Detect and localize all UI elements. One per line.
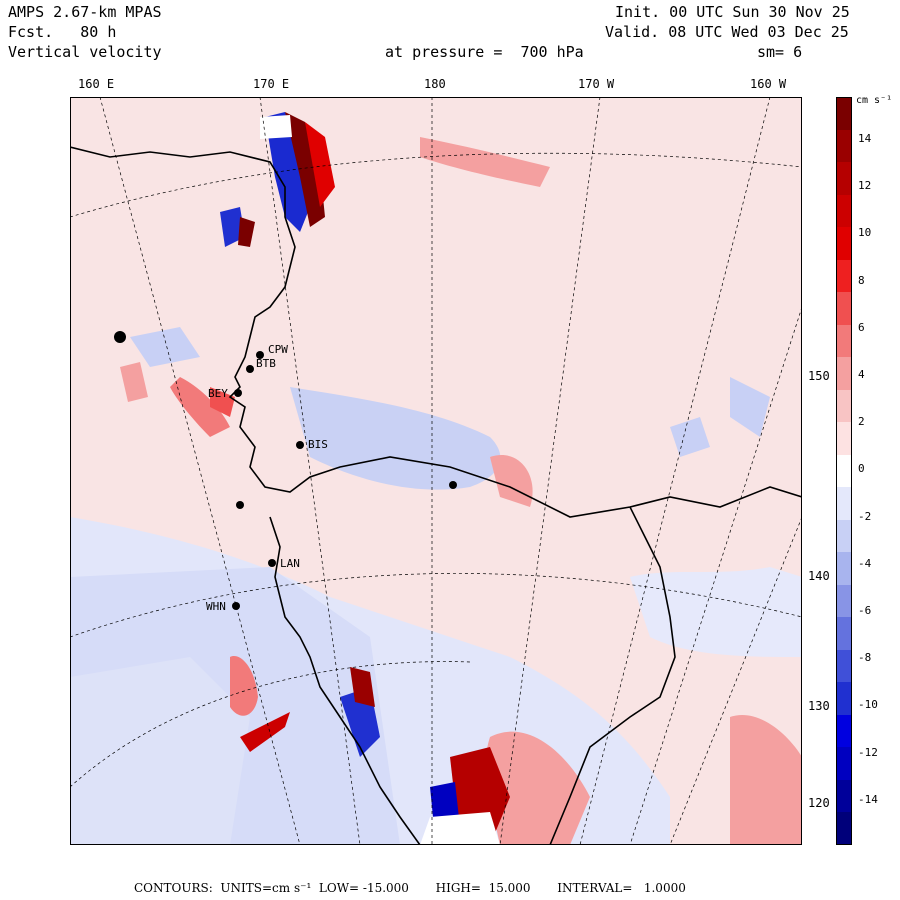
lon-label-170w: 170 W <box>578 77 615 91</box>
colorbar-units: cm s⁻¹ <box>856 95 893 106</box>
colorbar-label: -6 <box>858 604 872 617</box>
station-label-cpw: CPW <box>268 343 288 356</box>
colorbar-label: 12 <box>858 179 872 193</box>
lat-label-150w: 150 W <box>808 369 845 383</box>
lon-label-170e: 170 E <box>253 77 290 91</box>
missing-data-patches <box>260 115 500 845</box>
colorbar-swatch <box>836 714 852 748</box>
colorbar-swatch <box>836 324 852 358</box>
lon-label-160e: 160 E <box>78 77 115 91</box>
colorbar-swatch <box>836 812 852 846</box>
colorbar-swatch <box>836 259 852 293</box>
colorbar-label: 8 <box>858 273 865 287</box>
colorbar-label: -12 <box>858 745 878 759</box>
station-label-whn: WHN <box>206 600 226 613</box>
lat-label-140w: 140 W <box>808 569 845 583</box>
colorbar-swatch <box>836 649 852 683</box>
colorbar-swatch <box>836 357 852 391</box>
lat-label-130w: 130 W <box>808 699 845 713</box>
valid-time: Valid. 08 UTC Wed 03 Dec 25 <box>605 23 849 41</box>
colorbar-swatch <box>836 552 852 586</box>
lon-label-180: 180 <box>424 77 446 91</box>
colorbar-swatch <box>836 487 852 521</box>
colorbar-swatch <box>836 584 852 618</box>
colorbar-swatch <box>836 779 852 813</box>
lon-label-160w: 160 W <box>750 77 787 91</box>
colorbar-label: -2 <box>858 509 872 523</box>
colorbar-swatch <box>836 292 852 326</box>
colorbar-label: -8 <box>858 651 872 665</box>
colorbar-swatch <box>836 227 852 261</box>
smoothing-value: sm= 6 <box>757 43 803 61</box>
colorbar-swatch <box>836 454 852 488</box>
model-title: AMPS 2.67-km MPAS <box>8 3 162 21</box>
colorbar-swatch <box>836 97 852 131</box>
graticule <box>70 97 802 845</box>
field-name: Vertical velocity <box>8 43 162 61</box>
colorbar-swatch <box>836 617 852 651</box>
pressure-level: at pressure = 700 hPa <box>385 43 584 61</box>
station-label-lan: LAN <box>280 557 300 570</box>
colorbar-swatch <box>836 194 852 228</box>
colorbar-label: 6 <box>858 320 865 334</box>
strong-velocity-band <box>220 112 510 845</box>
colorbar-swatch <box>836 519 852 553</box>
colorbar-label: 10 <box>858 226 872 240</box>
colorbar <box>836 97 852 846</box>
colorbar-label: 0 <box>858 462 865 476</box>
colorbar-swatch <box>836 682 852 716</box>
positive-velocity-regions <box>120 137 802 845</box>
colorbar-swatch <box>836 162 852 196</box>
colorbar-label: -10 <box>858 698 878 712</box>
forecast-hour: Fcst. 80 h <box>8 23 117 41</box>
colorbar-swatch <box>836 422 852 456</box>
lat-label-120w: 120 W <box>808 796 845 810</box>
colorbar-label: 2 <box>858 415 865 429</box>
colorbar-swatch <box>836 129 852 163</box>
station-label-bis: BIS <box>308 438 328 451</box>
coastline <box>70 146 802 845</box>
colorbar-swatch <box>836 747 852 781</box>
contour-info: CONTOURS: UNITS=cm s⁻¹ LOW= -15.000 HIGH… <box>134 881 686 895</box>
station-markers <box>114 331 457 610</box>
colorbar-label: -4 <box>858 556 872 570</box>
vertical-velocity-map[interactable]: CPW BTB BEY BIS LAN WHN <box>70 97 802 845</box>
init-time: Init. 00 UTC Sun 30 Nov 25 <box>615 3 850 21</box>
colorbar-label: 4 <box>858 368 865 381</box>
colorbar-label: -14 <box>858 792 878 806</box>
colorbar-label: 14 <box>858 132 872 145</box>
station-label-btb: BTB <box>256 357 276 370</box>
colorbar-swatch <box>836 389 852 423</box>
station-label-bey: BEY <box>208 387 228 400</box>
